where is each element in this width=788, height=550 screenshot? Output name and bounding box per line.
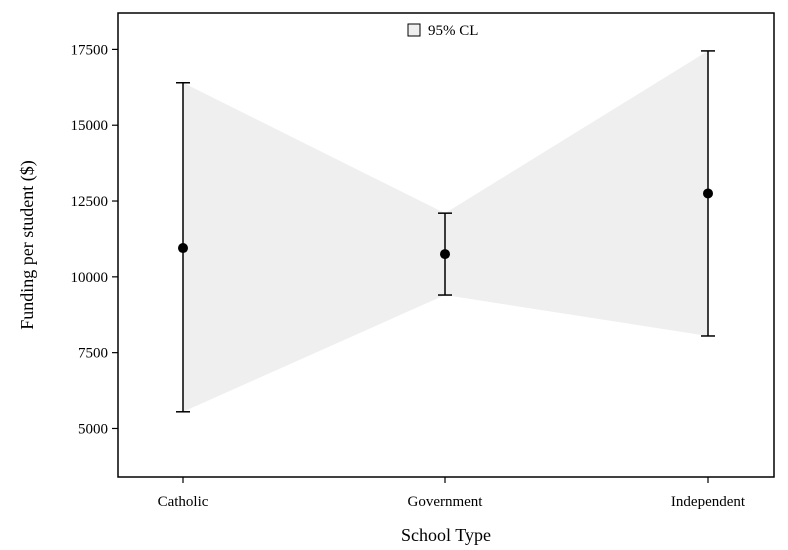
y-tick-label: 12500 <box>71 194 109 210</box>
data-marks <box>176 50 715 413</box>
y-tick-label: 15000 <box>71 118 109 134</box>
x-axis-title: School Type <box>401 525 491 545</box>
y-axis: 5000 7500 10000 12500 15000 17500 <box>71 42 118 437</box>
x-tick-label: Government <box>408 494 484 510</box>
y-tick-label: 5000 <box>78 421 108 437</box>
y-tick-label: 10000 <box>71 270 109 286</box>
x-tick-label: Independent <box>671 494 746 510</box>
x-axis: Catholic Government Independent <box>158 477 746 510</box>
legend-label: 95% CL <box>428 23 478 39</box>
mean-point <box>178 243 188 254</box>
y-tick-label: 7500 <box>78 346 108 362</box>
y-axis-title: Funding per student ($) <box>17 160 38 329</box>
mean-point <box>440 249 450 260</box>
mean-point <box>703 188 713 199</box>
plot-frame <box>117 12 775 478</box>
legend-swatch <box>407 23 421 37</box>
legend: 95% CL <box>407 23 478 39</box>
x-tick-label: Catholic <box>158 494 209 510</box>
y-tick-label: 17500 <box>71 42 109 58</box>
